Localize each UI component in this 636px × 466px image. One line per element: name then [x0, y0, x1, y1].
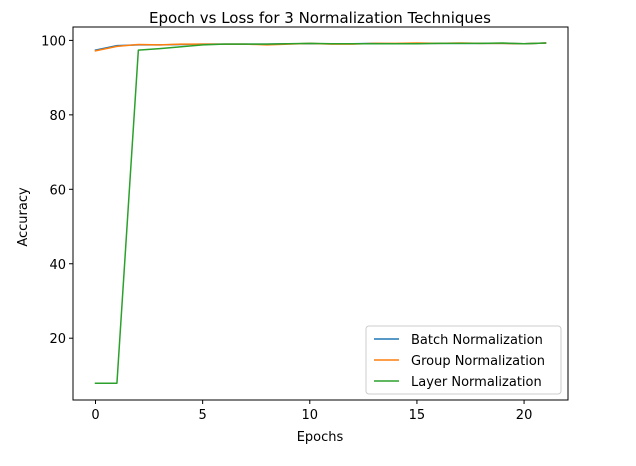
- y-tick-label: 100: [41, 34, 66, 49]
- legend-entry-label: Group Normalization: [411, 354, 545, 369]
- x-tick-label: 0: [91, 408, 99, 423]
- x-tick-label: 5: [199, 408, 207, 423]
- legend: Batch Normalization Group Normalization La…: [365, 325, 562, 395]
- legend-entry-label: Batch Normalization: [411, 333, 543, 348]
- x-axis-label: Epochs: [297, 430, 344, 445]
- y-tick-label: 80: [49, 109, 66, 124]
- x-tick-label: 20: [516, 408, 533, 423]
- y-tick-label: 40: [49, 258, 66, 273]
- chart-title: Epoch vs Loss for 3 Normalization Techni…: [149, 9, 491, 27]
- legend-box: [365, 325, 562, 395]
- plot-frame: [72, 26, 569, 401]
- y-axis-label: Accuracy: [16, 187, 31, 247]
- x-tick-label: 15: [409, 408, 426, 423]
- x-tick-label: 10: [302, 408, 319, 423]
- axis-ticks: 0 5 10 15 20 20 40 60 80 100: [41, 34, 532, 423]
- series-line-layer-normalization: [94, 42, 547, 384]
- legend-entry-label: Layer Normalization: [411, 375, 542, 390]
- series-lines: [94, 42, 547, 384]
- y-tick-label: 60: [49, 183, 66, 198]
- y-tick-label: 20: [49, 332, 66, 347]
